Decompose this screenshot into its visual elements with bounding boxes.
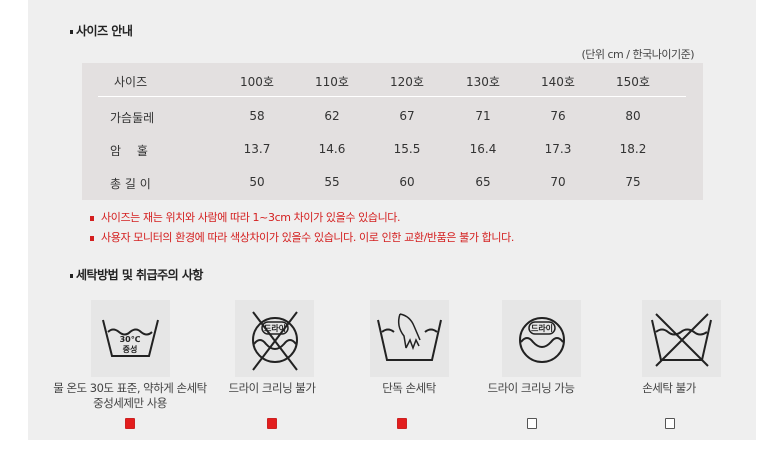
icon-text: 30℃ (120, 335, 141, 344)
hand-wash-icon (370, 300, 449, 377)
table-cell: 18.2 (619, 142, 647, 156)
header-cell: 150호 (616, 75, 650, 89)
table-divider (98, 96, 686, 97)
table-cell: 65 (475, 175, 491, 189)
care-label: 단독 손세탁 (382, 381, 436, 395)
table-cell: 14.6 (318, 142, 346, 156)
header-cell: 130호 (466, 75, 500, 89)
row-label: 총 길 이 (110, 177, 151, 191)
row-label: 가슴둘레 (110, 111, 155, 125)
table-cell: 55 (324, 175, 340, 189)
table-cell: 76 (550, 109, 566, 123)
no-hand-wash-icon (642, 300, 721, 377)
wash-30c-neutral-icon: 30℃ 중성 (91, 300, 170, 377)
table-cell: 70 (550, 175, 566, 189)
unit-note: (단위 cm / 한국나이기준) (581, 48, 694, 61)
table-row: 암 홀 13.7 14.6 15.5 16.4 17.3 18.2 (82, 136, 703, 166)
table-cell: 62 (324, 109, 340, 123)
care-checkbox[interactable] (267, 418, 277, 429)
table-cell: 71 (475, 109, 491, 123)
no-dry-clean-icon: 드라이 (235, 300, 314, 377)
care-label: 드라이 크리닝 불가 (228, 381, 316, 395)
icon-text: 드라이 (531, 323, 553, 333)
care-label-text: 중성세제만 사용 (93, 396, 167, 410)
care-checkbox[interactable] (125, 418, 135, 429)
care-label-text: 물 온도 30도 표준, 약하게 손세탁 (53, 381, 207, 395)
table-cell: 75 (625, 175, 641, 189)
header-cell: 140호 (541, 75, 575, 89)
icon-text: 드라이 (264, 323, 286, 333)
table-cell: 58 (249, 109, 265, 123)
table-cell: 50 (249, 175, 265, 189)
care-label: 물 온도 30도 표준, 약하게 손세탁 중성세제만 사용 (40, 381, 220, 411)
table-cell: 15.5 (393, 142, 421, 156)
table-cell: 60 (399, 175, 415, 189)
dry-clean-icon: 드라이 (502, 300, 581, 377)
table-cell: 17.3 (544, 142, 572, 156)
table-cell: 13.7 (243, 142, 271, 156)
table-cell: 67 (399, 109, 415, 123)
care-checkbox[interactable] (397, 418, 407, 429)
table-cell: 80 (625, 109, 641, 123)
size-table: 사이즈 100호 110호 120호 130호 140호 150호 가슴둘레 5… (82, 63, 703, 200)
care-label: 드라이 크리닝 가능 (487, 381, 575, 395)
care-label: 손세탁 불가 (642, 381, 696, 395)
header-cell: 100호 (240, 75, 274, 89)
care-title: 세탁방법 및 취급주의 사항 (70, 266, 203, 283)
table-row: 총 길 이 50 55 60 65 70 75 (82, 169, 703, 199)
table-cell: 16.4 (469, 142, 497, 156)
table-row: 가슴둘레 58 62 67 71 76 80 (82, 103, 703, 133)
size-note: 사이즈는 재는 위치와 사람에 따라 1~3cm 차이가 있을수 있습니다. (90, 209, 401, 225)
table-header-row: 사이즈 100호 110호 120호 130호 140호 150호 (82, 67, 703, 97)
header-cell: 120호 (390, 75, 424, 89)
header-cell: 사이즈 (114, 75, 148, 89)
size-guide-title: 사이즈 안내 (70, 22, 133, 39)
color-note: 사용자 모니터의 환경에 따라 색상차이가 있을수 있습니다. 이로 인한 교환… (90, 229, 514, 245)
care-checkbox[interactable] (665, 418, 675, 429)
icon-text: 중성 (123, 344, 138, 354)
row-label: 암 홀 (110, 144, 148, 158)
care-checkbox[interactable] (527, 418, 537, 429)
header-cell: 110호 (315, 75, 349, 89)
